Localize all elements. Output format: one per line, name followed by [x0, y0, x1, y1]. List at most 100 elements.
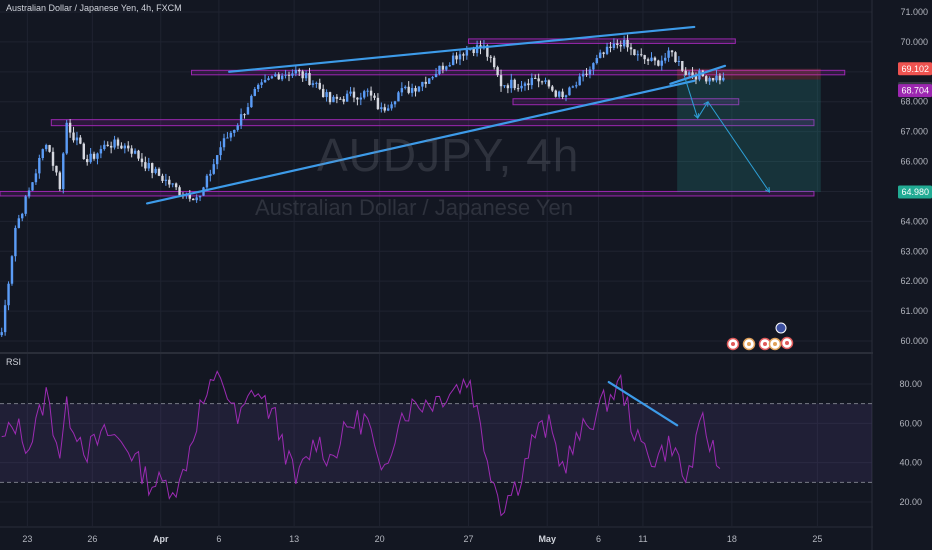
resistance-support-zone[interactable]: [191, 69, 846, 76]
candle-body: [380, 107, 383, 110]
candle-body: [68, 122, 72, 133]
candle-body: [537, 78, 540, 82]
candle-body: [424, 81, 427, 84]
candle-body: [65, 122, 68, 154]
candle-body: [513, 79, 516, 89]
price-tag[interactable]: [898, 62, 932, 76]
price-tag[interactable]: [898, 185, 932, 199]
time-tick-label: 25: [812, 534, 822, 544]
candle-body: [270, 76, 274, 79]
time-tick-label: 26: [87, 534, 97, 544]
projection-arrow[interactable]: [683, 74, 699, 119]
resistance-support-zone[interactable]: [0, 190, 815, 197]
candle-body: [448, 65, 451, 67]
candle-body: [349, 91, 352, 94]
candle-body: [10, 256, 14, 284]
take-profit-zone[interactable]: [677, 79, 821, 193]
price-tag[interactable]: [898, 84, 932, 98]
candle-body: [475, 45, 479, 54]
candle-body: [564, 95, 568, 98]
candle-body: [226, 137, 229, 139]
rsi-divergence-trendline[interactable]: [607, 380, 679, 427]
price-tag-label: 64.980: [901, 187, 929, 197]
trendline[interactable]: [228, 25, 696, 73]
trendline[interactable]: [669, 64, 727, 85]
candle-body: [55, 165, 58, 173]
event-markers[interactable]: [726, 322, 794, 351]
candle-body: [99, 149, 103, 154]
candle-body: [178, 187, 181, 196]
candle-body: [109, 145, 113, 148]
candle-body: [219, 147, 222, 156]
candle-body: [636, 54, 640, 56]
projection-arrow[interactable]: [707, 101, 770, 193]
candle-body: [195, 197, 198, 201]
candle-body: [308, 73, 311, 85]
price-tick-label: 61.000: [900, 306, 928, 316]
candle-body: [72, 132, 75, 141]
projection-arrow[interactable]: [697, 101, 709, 119]
candle-body: [530, 77, 534, 86]
candle-body: [233, 129, 236, 133]
drawing-layer[interactable]: [145, 25, 771, 205]
candle-body: [38, 158, 41, 174]
candle-body: [41, 149, 44, 159]
candle-body: [575, 85, 578, 87]
candle-body: [510, 79, 513, 89]
candle-body: [640, 54, 643, 56]
candle-body: [571, 86, 575, 88]
candle-body: [534, 77, 537, 79]
candle-body: [168, 179, 171, 185]
candle-body: [298, 69, 301, 72]
candle-body: [154, 168, 157, 173]
arrow-head: [764, 187, 771, 193]
candle-body: [284, 74, 287, 76]
candle-body: [250, 95, 253, 108]
candle-body: [410, 88, 414, 93]
rsi-tick-label: 20.00: [899, 497, 922, 507]
event-dot: [773, 342, 777, 346]
time-tick-label: 6: [216, 534, 221, 544]
candle-body: [0, 332, 3, 336]
candle-body: [506, 85, 510, 89]
trendline[interactable]: [145, 79, 696, 205]
rsi-tick-label: 60.00: [899, 418, 922, 428]
candle-body: [92, 153, 96, 159]
candle-body: [691, 72, 694, 76]
symbol-header[interactable]: Australian Dollar / Japanese Yen, 4h, FX…: [6, 3, 182, 13]
candle-body: [277, 74, 280, 80]
candle-body: [462, 54, 465, 56]
price-tick-label: 68.000: [900, 97, 928, 107]
candle-body: [82, 143, 85, 160]
candle-body: [428, 78, 431, 84]
candle-body: [523, 83, 527, 86]
candle-body: [681, 60, 684, 71]
resistance-support-zone[interactable]: [512, 98, 740, 106]
candle-body: [718, 75, 722, 81]
candle-body: [441, 65, 445, 70]
candle-body: [455, 55, 458, 60]
candle-body: [650, 57, 653, 62]
candle-body: [472, 48, 475, 54]
candle-body: [458, 54, 462, 60]
candle-body: [7, 283, 10, 306]
candle-body: [366, 90, 369, 92]
time-tick-label: May: [538, 534, 556, 544]
earnings-event-icon[interactable]: [775, 322, 787, 334]
candle-body: [547, 80, 551, 87]
candle-body: [130, 148, 133, 154]
rsi-band: [0, 403, 872, 483]
rsi-tick-label: 40.00: [899, 458, 922, 468]
rsi-tick-label: 80.00: [899, 379, 922, 389]
rsi-label[interactable]: RSI: [6, 357, 22, 367]
candle-body: [44, 145, 48, 150]
candle-body: [674, 52, 677, 62]
candle-body: [622, 39, 626, 47]
resistance-support-zone[interactable]: [50, 119, 815, 127]
resistance-support-zone[interactable]: [468, 38, 736, 44]
zone-layer: [0, 38, 846, 197]
candle-body: [58, 172, 62, 190]
candle-body: [551, 86, 554, 91]
stop-loss-zone[interactable]: [677, 68, 821, 80]
